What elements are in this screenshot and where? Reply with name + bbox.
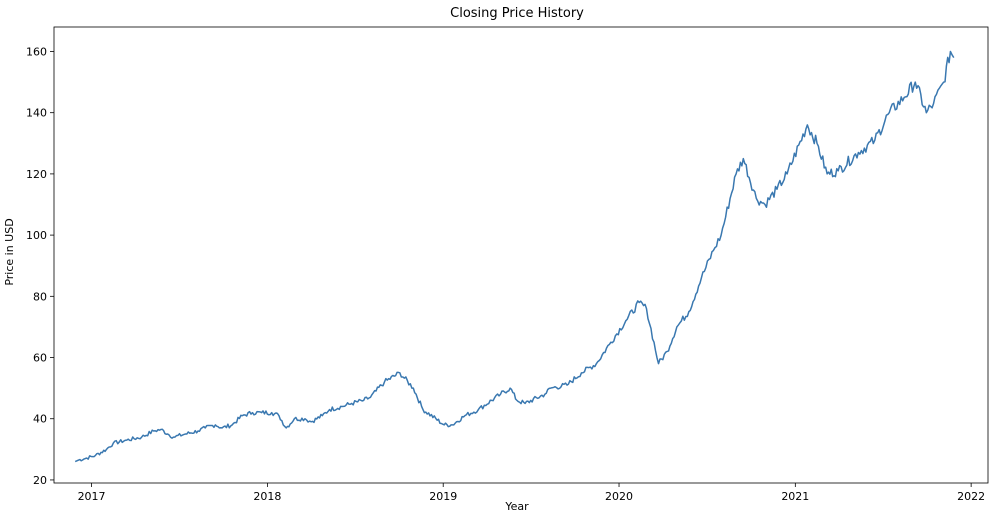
y-tick-label: 20 [33,474,47,487]
series-line-closing-price [74,50,955,463]
x-axis-ticks: 2017 2018 2019 2020 2021 2022 [78,483,985,503]
chart-title: Closing Price History [450,6,584,21]
y-axis-title: Price in USD [3,218,16,285]
x-tick-label: 2019 [429,490,457,503]
y-tick-label: 80 [33,290,47,303]
y-tick-label: 100 [26,229,47,242]
y-axis-ticks: 20 40 60 80 100 120 140 160 [26,45,54,487]
y-tick-label: 40 [33,413,47,426]
y-tick-label: 140 [26,107,47,120]
x-tick-label: 2020 [605,490,633,503]
x-tick-label: 2021 [781,490,809,503]
x-tick-label: 2022 [957,490,985,503]
x-axis-title: Year [504,500,529,513]
y-tick-label: 160 [26,45,47,58]
x-tick-label: 2017 [78,490,106,503]
plot-area-frame [53,26,989,484]
y-tick-label: 60 [33,352,47,365]
x-tick-label: 2018 [253,490,281,503]
y-tick-label: 120 [26,168,47,181]
